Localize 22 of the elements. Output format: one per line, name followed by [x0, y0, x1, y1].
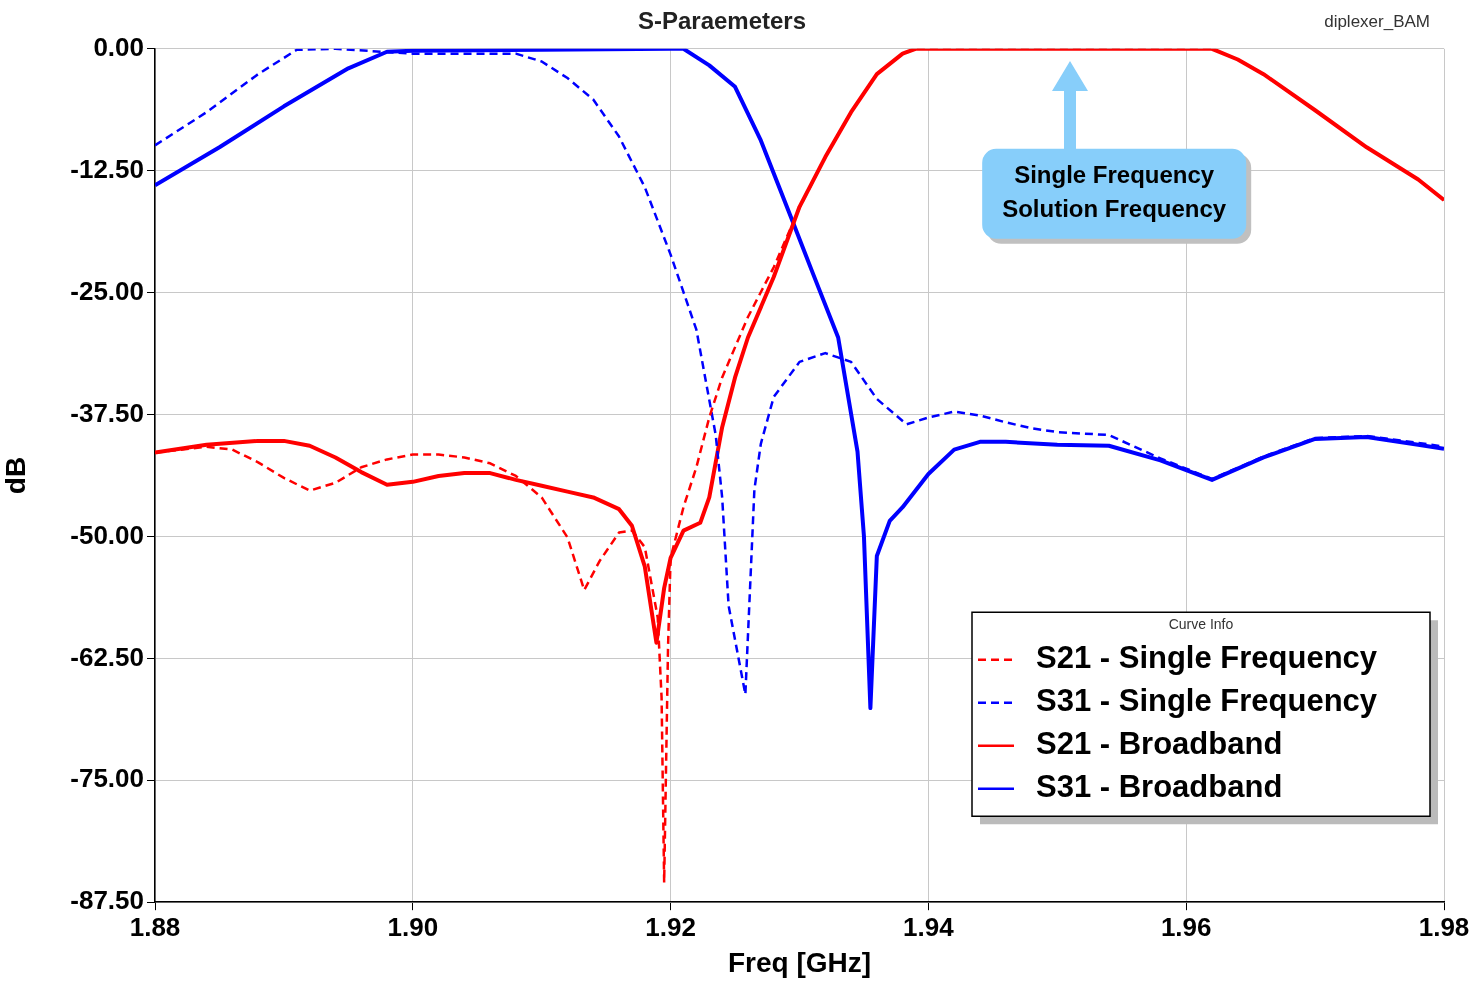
legend-label: S21 - Broadband	[1036, 726, 1283, 762]
legend-title: Curve Info	[1168, 616, 1234, 633]
legend-label: S31 - Broadband	[1036, 769, 1283, 805]
chart-title: S-Paraemeters	[637, 7, 807, 35]
y-tick-label: -50.00	[70, 519, 144, 550]
y-tick-label: 0.00	[93, 31, 144, 62]
y-tick-label: -62.50	[70, 641, 144, 672]
y-tick-label: -25.00	[70, 275, 144, 306]
legend-label: S31 - Single Frequency	[1036, 683, 1378, 719]
y-tick-label: -75.00	[70, 763, 144, 794]
x-tick-label: 1.92	[645, 911, 696, 942]
x-tick-label: 1.98	[1418, 911, 1470, 942]
y-axis-title: dB	[0, 456, 31, 495]
text: diplexer_BAM	[1324, 11, 1430, 31]
y-tick-label: -12.50	[70, 153, 144, 184]
x-tick-label: 1.94	[903, 911, 955, 942]
x-tick-label: 1.96	[1160, 911, 1212, 942]
x-axis-title: Freq [GHz]	[727, 946, 872, 978]
legend-label: S21 - Single Frequency	[1036, 640, 1378, 676]
y-tick-label: -37.50	[70, 397, 144, 428]
x-tick-label: 1.90	[387, 911, 439, 942]
annotation: Single Frequency Solution Frequency	[1002, 161, 1227, 223]
